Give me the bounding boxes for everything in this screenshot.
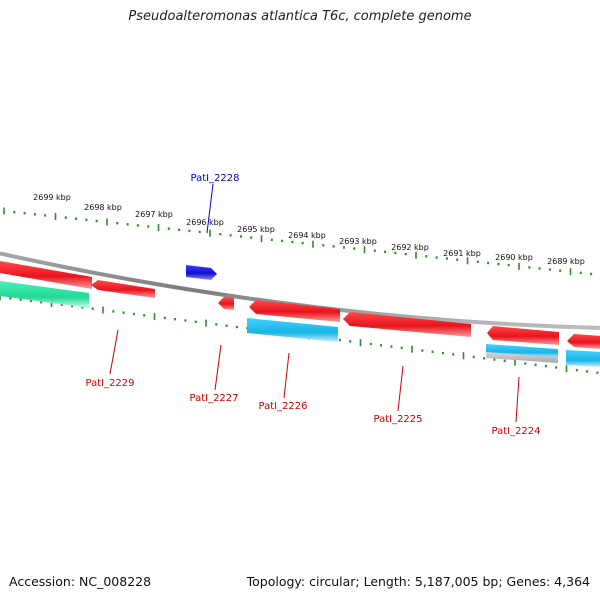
leader-patl-2226 (283, 352, 290, 399)
gene-label-patl-2226[interactable]: PatI_2226 (258, 401, 307, 412)
map-title: Pseudoalteromonas atlantica T6c, complet… (128, 9, 472, 24)
accession-text: Accession: NC_008228 (9, 574, 152, 589)
gene-patl-2225-reverse[interactable] (343, 312, 471, 337)
gene-label-patl-2225[interactable]: PatI_2225 (373, 414, 422, 425)
cds-feature-green[interactable] (0, 281, 89, 308)
genome-summary-text: Topology: circular; Length: 5,187,005 bp… (246, 574, 590, 589)
scale-label: 2698 kbp (84, 203, 122, 212)
cds-feature-grey[interactable] (486, 352, 558, 363)
gene-patl-2226-reverse[interactable] (249, 300, 340, 322)
outer-tick-marks (3, 207, 593, 276)
gene-label-patl-2224[interactable]: PatI_2224 (491, 426, 540, 437)
gene-label-patl-2229[interactable]: PatI_2229 (85, 378, 134, 389)
leader-patl-2229 (109, 329, 119, 375)
cds-feature-2224[interactable] (486, 344, 558, 358)
leader-patl-2228 (206, 183, 214, 234)
gene-patl-2227-reverse[interactable] (218, 297, 234, 310)
gene-reverse-edge[interactable] (567, 334, 600, 349)
scale-label: 2689 kbp (547, 257, 585, 266)
scale-label: 2696 kbp (186, 218, 224, 227)
gene-patl-2224-reverse[interactable] (487, 326, 559, 345)
scale-label: 2691 kbp (443, 249, 481, 258)
cds-feature-2226[interactable] (247, 318, 338, 342)
scale-label: 2693 kbp (339, 237, 377, 246)
scale-label: 2699 kbp (33, 193, 71, 202)
leader-patl-2227 (214, 344, 222, 391)
scale-label: 2692 kbp (391, 243, 429, 252)
scale-label: 2695 kbp (237, 225, 275, 234)
gene-patl-2229-reverse[interactable] (91, 280, 155, 298)
scale-labels: 2699 kbp 2698 kbp 2697 kbp 2696 kbp 2695 kbp… (33, 193, 585, 266)
gene-reverse-1[interactable] (0, 261, 92, 289)
cds-feature-edge[interactable] (566, 350, 600, 367)
leader-patl-2224 (515, 376, 520, 423)
scale-label: 2690 kbp (495, 253, 533, 262)
scale-label: 2694 kbp (288, 231, 326, 240)
leader-patl-2225 (397, 365, 404, 412)
gene-label-patl-2227[interactable]: PatI_2227 (189, 393, 238, 404)
gene-label-patl-2228[interactable]: PatI_2228 (190, 173, 239, 184)
gene-patl-2228-forward[interactable] (186, 265, 217, 280)
scale-label: 2697 kbp (135, 210, 173, 219)
